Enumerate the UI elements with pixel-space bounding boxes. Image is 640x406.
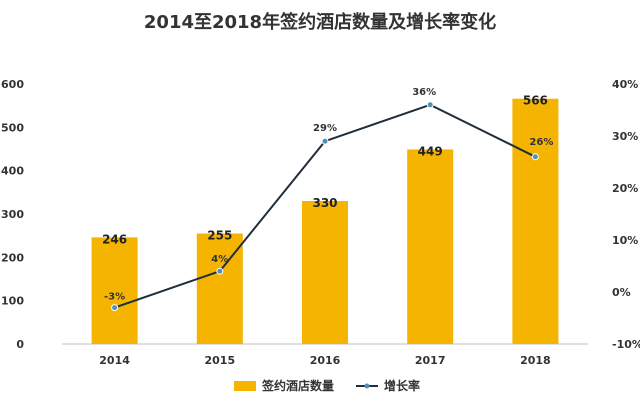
y-right-tick-label: 20% xyxy=(612,182,638,195)
bar xyxy=(302,201,348,344)
growth-rate-label: -3% xyxy=(104,292,125,303)
bar xyxy=(407,149,454,344)
bar-data-label: 566 xyxy=(523,94,548,108)
legend-bar-label: 签约酒店数量 xyxy=(261,378,334,393)
y-left-tick-label: 100 xyxy=(1,295,24,308)
y-right-tick-label: 30% xyxy=(612,130,638,143)
legend-line-marker xyxy=(364,383,370,389)
bar-data-label: 330 xyxy=(312,196,337,210)
y-left-tick-label: 500 xyxy=(1,121,24,134)
x-tick-label: 2018 xyxy=(520,354,551,367)
y-left-tick-label: 300 xyxy=(1,208,24,221)
growth-rate-point xyxy=(531,153,539,161)
growth-rate-point xyxy=(426,101,434,109)
growth-rate-point xyxy=(111,304,119,312)
bar xyxy=(512,98,559,344)
y-left-tick-label: 0 xyxy=(16,338,24,351)
bar-data-label: 255 xyxy=(207,229,232,243)
bar-data-label: 449 xyxy=(418,144,443,158)
growth-rate-label: 26% xyxy=(529,137,553,148)
legend: 签约酒店数量 增长率 xyxy=(234,378,420,393)
chart-title: 2014至2018年签约酒店数量及增长率变化 xyxy=(144,11,496,33)
growth-rate-point xyxy=(321,137,329,145)
legend-line-label: 增长率 xyxy=(384,378,420,393)
y-right-tick-label: 0% xyxy=(612,286,631,299)
y-left-tick-label: 400 xyxy=(1,165,24,178)
growth-rate-label: 36% xyxy=(412,87,436,98)
x-tick-label: 2016 xyxy=(310,354,341,367)
growth-rate-label: 29% xyxy=(313,123,337,134)
y-left-tick-label: 600 xyxy=(1,78,24,91)
bar-data-label: 246 xyxy=(102,232,127,246)
x-tick-label: 2014 xyxy=(99,354,130,367)
y-left-tick-label: 200 xyxy=(1,251,24,264)
x-tick-label: 2015 xyxy=(204,354,235,367)
bar xyxy=(91,237,138,344)
y-right-tick-label: 10% xyxy=(612,234,638,247)
x-tick-label: 2017 xyxy=(415,354,446,367)
y-right-tick-label: -10% xyxy=(612,338,640,351)
growth-rate-point xyxy=(216,267,224,275)
growth-rate-label: 4% xyxy=(211,254,228,265)
y-right-tick-label: 40% xyxy=(612,78,638,91)
legend-bar-swatch xyxy=(234,381,256,391)
